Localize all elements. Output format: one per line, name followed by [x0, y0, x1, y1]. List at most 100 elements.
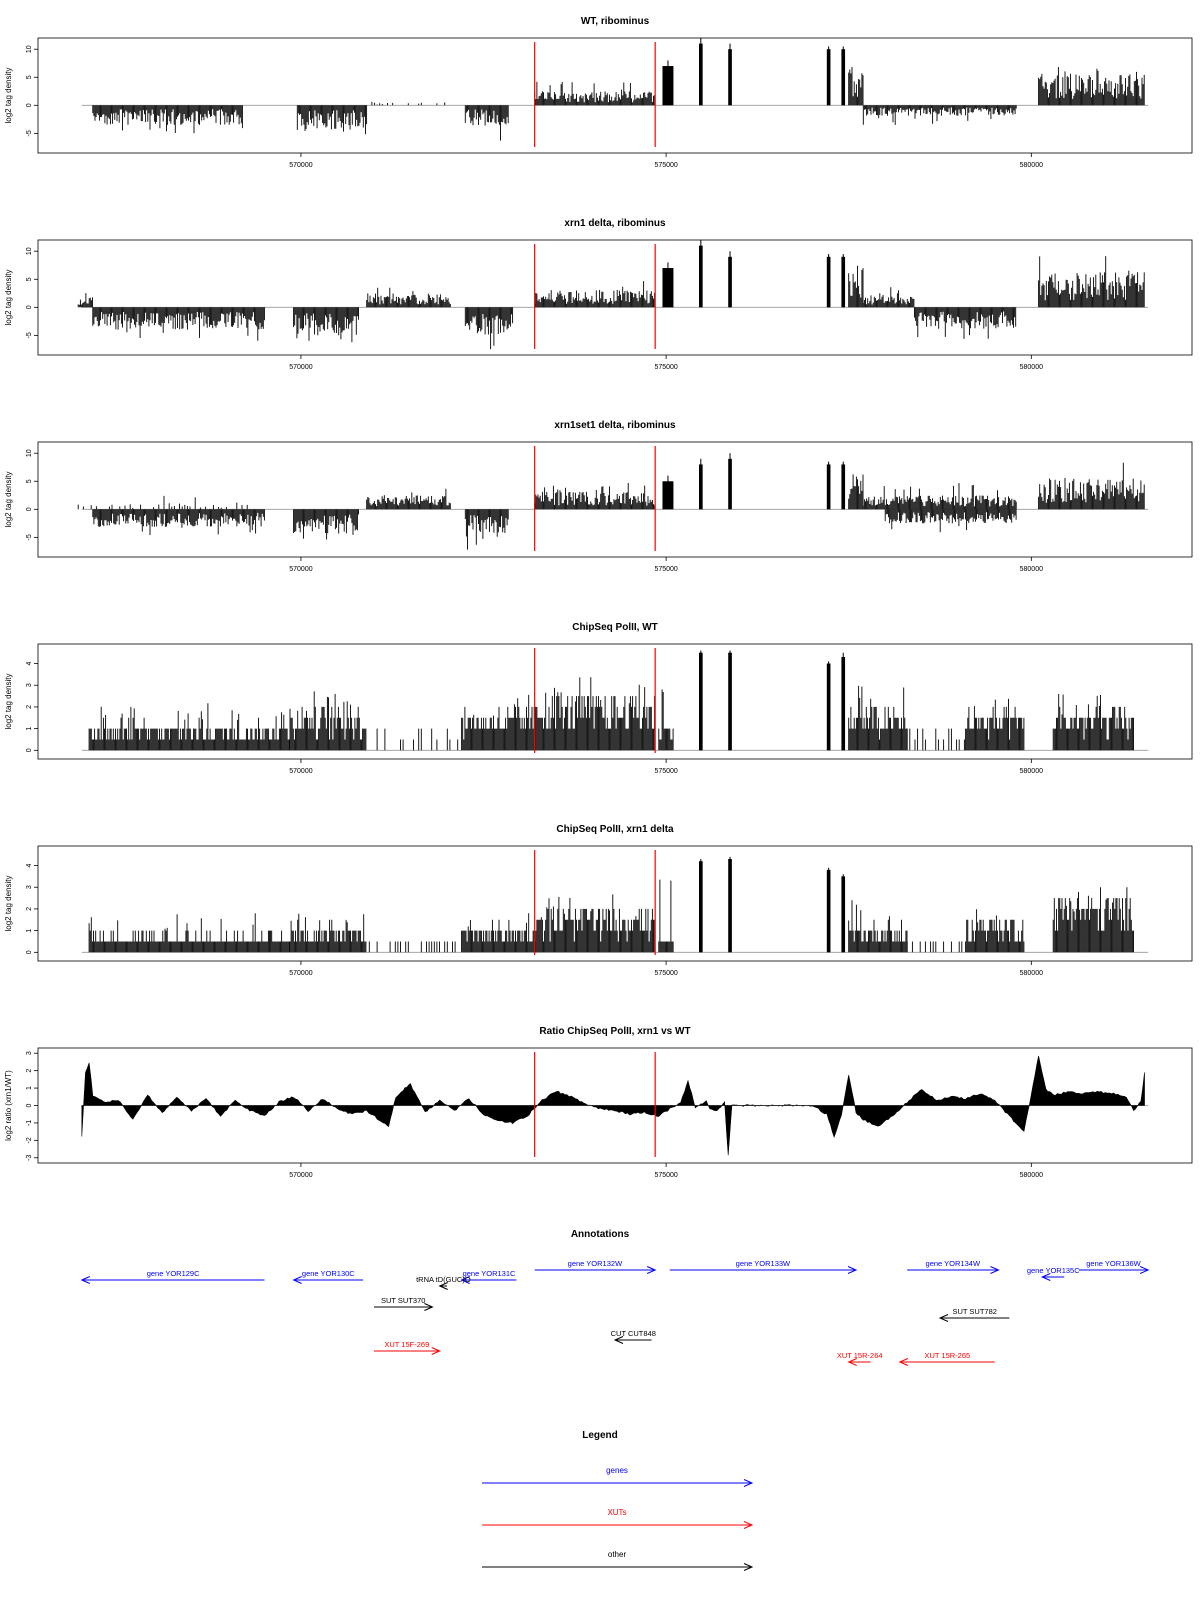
feature-arrow-head	[80, 1276, 91, 1284]
panel-title: WT, ribominus	[581, 16, 650, 27]
x-tick-label: 570000	[289, 1172, 312, 1179]
y-tick-label: 1	[26, 1086, 33, 1090]
y-tick-label: -2	[26, 1137, 33, 1143]
legend-label: other	[608, 1550, 627, 1559]
panel-5: ChipSeq PolII, xrn1 delta log2 tag densit…	[4, 824, 1193, 977]
annotation-feature: CUT CUT848	[611, 1329, 656, 1344]
y-tick-label: 3	[26, 683, 33, 687]
y-tick-label: 10	[26, 247, 33, 255]
annotations-panel: Annotations gene YOR129C gene YOR130C gene …	[80, 1229, 1150, 1366]
x-tick-label: 575000	[654, 970, 677, 977]
signal-track-segment	[92, 307, 265, 341]
annotation-label: gene YOR136W	[1086, 1259, 1141, 1268]
y-tick-label: 4	[26, 661, 33, 665]
signal-track-segment	[376, 728, 459, 751]
annotation-label: gene YOR131C	[463, 1269, 516, 1278]
data-series	[88, 650, 1134, 751]
legend-entry: XUTs	[482, 1508, 754, 1529]
panel-6: Ratio ChipSeq PolII, xrn1 vs WT log2 rati…	[4, 1026, 1193, 1179]
annotation-label: XUT 15R-265	[924, 1351, 970, 1360]
panel-3: xrn1set1 delta, ribominus log2 tag densit…	[4, 420, 1193, 573]
legend-panel: Legend genes XUTs other	[482, 1430, 754, 1571]
annotation-label: SUT SUT370	[381, 1296, 425, 1305]
x-tick-label: 575000	[654, 162, 677, 169]
y-axis-label: log2 tag density	[4, 875, 13, 931]
annotation-feature: gene YOR132W	[534, 1259, 657, 1274]
annotation-label: gene YOR132W	[568, 1259, 623, 1268]
y-tick-label: 2	[26, 907, 33, 911]
annotation-feature: XUT 15F-269	[373, 1340, 441, 1355]
feature-arrow-head	[613, 1336, 624, 1344]
y-tick-label: 3	[26, 1051, 33, 1055]
annotation-feature: gene YOR129C	[80, 1269, 265, 1284]
data-series	[77, 240, 1145, 350]
data-series	[92, 38, 1145, 141]
signal-track-segment	[461, 913, 535, 953]
signal-track-segment	[848, 900, 908, 953]
signal-track-segment	[906, 941, 963, 953]
signal-track-segment	[464, 509, 509, 550]
signal-track-segment	[1052, 694, 1134, 751]
signal-track-segment	[293, 509, 359, 540]
legend-entry: genes	[482, 1466, 754, 1487]
signal-track-segment	[1038, 256, 1145, 308]
feature-arrow-head	[990, 1266, 1000, 1274]
signal-track-segment	[92, 509, 265, 536]
signal-track-segment	[371, 101, 446, 106]
annotation-label: gene YOR133W	[736, 1259, 791, 1268]
plot-frame	[37, 239, 1193, 356]
x-tick-label: 575000	[654, 768, 677, 775]
y-tick-label: 0	[26, 950, 33, 954]
panel-2: xrn1 delta, ribominus log2 tag density -5 0…	[4, 218, 1193, 371]
signal-track-segment	[862, 287, 915, 308]
feature-arrow-head	[431, 1347, 441, 1355]
annotation-label: gene YOR130C	[302, 1269, 355, 1278]
x-tick-label: 570000	[289, 162, 312, 169]
feature-arrow-head	[460, 1276, 470, 1284]
feature-arrow-head	[292, 1276, 302, 1284]
y-tick-label: 0	[26, 748, 33, 752]
feature-arrow-head	[1041, 1273, 1051, 1281]
annotation-label: gene YOR135C	[1027, 1266, 1080, 1275]
y-tick-label: 5	[26, 479, 33, 483]
panel-title: xrn1set1 delta, ribominus	[554, 420, 676, 431]
feature-arrow-head	[438, 1282, 448, 1290]
signal-track-segment	[92, 105, 243, 134]
x-tick-label: 575000	[654, 1172, 677, 1179]
signal-track-segment	[658, 689, 674, 751]
signal-track-segment	[77, 293, 93, 308]
y-tick-label: -1	[26, 1120, 33, 1126]
y-axis-label: log2 tag density	[4, 269, 13, 325]
signal-track-segment	[534, 281, 656, 308]
data-series	[88, 856, 1134, 953]
legend-entry: other	[482, 1550, 754, 1571]
signal-track-segment	[366, 287, 451, 308]
y-tick-label: 10	[26, 449, 33, 457]
y-tick-label: 0	[26, 305, 33, 309]
y-tick-label: -5	[26, 332, 33, 338]
annotation-feature: gene YOR134W	[907, 1259, 1000, 1274]
signal-track-segment	[906, 728, 965, 751]
annotation-feature: gene YOR136W	[1078, 1259, 1150, 1274]
annotation-label: gene YOR129C	[147, 1269, 200, 1278]
y-tick-label: -3	[26, 1155, 33, 1161]
annotation-feature: XUT 15R-265	[898, 1351, 995, 1366]
signal-track-segment	[464, 307, 514, 350]
annotation-label: gene YOR134W	[926, 1259, 981, 1268]
x-tick-label: 570000	[289, 566, 312, 573]
annotation-feature: gene YOR135C	[1027, 1266, 1080, 1281]
signal-track-segment	[1038, 67, 1145, 106]
signal-track-segment	[658, 879, 674, 953]
signal-track-segment	[534, 894, 656, 953]
feature-arrow-head	[646, 1266, 657, 1274]
signal-track-segment	[848, 685, 908, 751]
signal-track-segment	[368, 941, 456, 953]
annotation-label: tRNA tD(GUC)O	[416, 1275, 471, 1284]
x-tick-label: 570000	[289, 364, 312, 371]
ratio-area	[81, 1055, 1145, 1156]
legend-arrow-head	[743, 1563, 754, 1571]
signal-track-segment	[461, 694, 535, 751]
annotation-feature: gene YOR131C	[460, 1269, 517, 1284]
x-tick-label: 570000	[289, 768, 312, 775]
